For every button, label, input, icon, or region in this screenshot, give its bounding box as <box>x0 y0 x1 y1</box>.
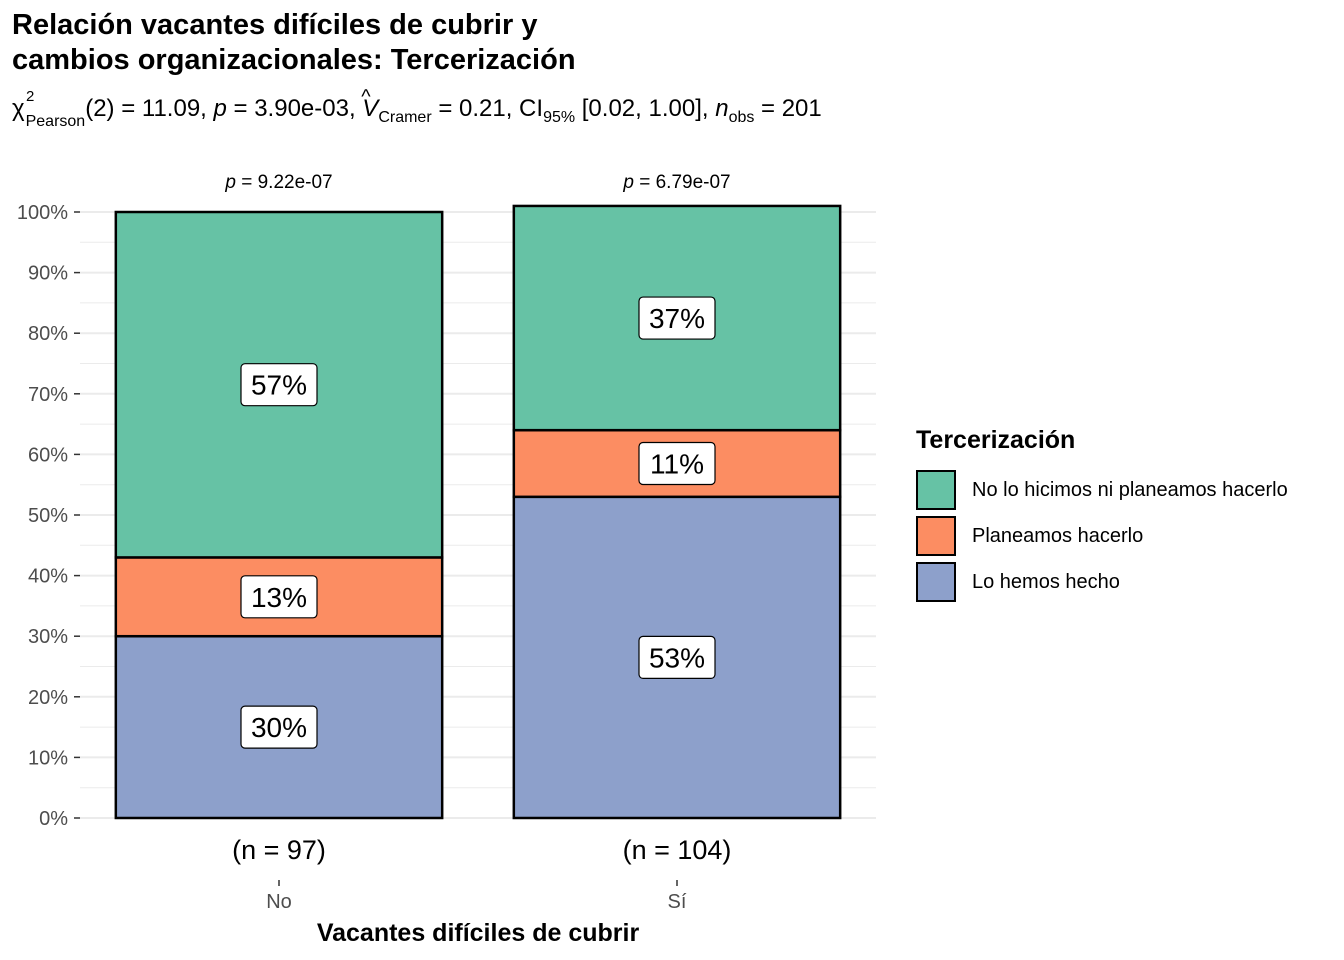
legend-swatch-none <box>916 470 956 510</box>
df-text: (2) = 11.09, <box>85 95 214 122</box>
chart-legend: Tercerización No lo hicimos ni planeamos… <box>916 425 1288 605</box>
chi-squared-symbol: χ 2 Pearson <box>12 88 86 130</box>
n-symbol: n <box>715 95 729 122</box>
data-label-box <box>240 705 318 749</box>
data-label: 30% <box>251 712 307 743</box>
p-value-label: p = 9.22e-07 <box>224 172 332 193</box>
chart-subtitle-stats: χ 2 Pearson(2) = 11.09, p = 3.90e-03, ^ VCr… <box>12 86 822 137</box>
data-label: 53% <box>649 642 705 673</box>
n-text: = 201 <box>754 95 822 122</box>
x-tick-label: No <box>266 891 292 913</box>
data-label: 37% <box>649 303 705 334</box>
y-tick-label: 70% <box>28 384 68 406</box>
y-tick-label: 50% <box>28 505 68 527</box>
y-tick-label: 0% <box>39 808 68 830</box>
data-label-box <box>638 296 716 340</box>
v-text: = 0.21, CI <box>431 95 544 122</box>
legend-swatch-planned <box>916 516 956 556</box>
legend-label-planned: Planeamos hacerlo <box>972 524 1144 547</box>
data-label-box <box>240 363 318 407</box>
y-tick-label: 100% <box>17 202 68 224</box>
legend-item-none: No lo hicimos ni planeamos hacerlo <box>916 467 1288 513</box>
legend-item-done: Lo hemos hecho <box>916 559 1288 605</box>
legend-label-none: No lo hicimos ni planeamos hacerlo <box>972 478 1288 501</box>
chart-title: Relación vacantes difíciles de cubrir y … <box>12 8 576 78</box>
p-text: = 3.90e-03, <box>226 95 363 122</box>
y-tick-label: 30% <box>28 626 68 648</box>
p-value-label: p = 6.79e-07 <box>622 172 730 193</box>
y-tick-label: 20% <box>28 687 68 709</box>
data-label-box <box>240 575 318 619</box>
v-cramer-symbol: ^ V <box>361 86 379 122</box>
v-sub: Cramer <box>378 109 432 126</box>
y-tick-label: 40% <box>28 566 68 588</box>
chart-title-line-1: Relación vacantes difíciles de cubrir y <box>12 9 538 41</box>
x-axis-title: Vacantes difíciles de cubrir <box>317 919 640 947</box>
legend-label-done: Lo hemos hecho <box>972 570 1120 593</box>
legend-swatch-done <box>916 562 956 602</box>
chart-title-line-2: cambios organizacionales: Tercerización <box>12 44 576 76</box>
y-tick-label: 90% <box>28 263 68 285</box>
count-label: (n = 104) <box>623 835 732 865</box>
data-label: 13% <box>251 582 307 613</box>
ci-text: [0.02, 1.00], <box>575 95 716 122</box>
count-label: (n = 97) <box>232 835 326 865</box>
data-label-box <box>638 441 716 486</box>
p-symbol: p <box>213 95 227 122</box>
n-sub: obs <box>728 109 755 126</box>
data-label: 57% <box>251 370 307 401</box>
y-tick-label: 60% <box>28 444 68 466</box>
data-label-box <box>638 635 716 680</box>
ci-sub: 95% <box>543 109 576 126</box>
bar-segment <box>512 428 842 499</box>
y-tick-label: 80% <box>28 323 68 345</box>
x-tick-label: Sí <box>668 891 687 913</box>
legend-title: Tercerización <box>916 426 1076 454</box>
data-label: 11% <box>650 448 704 479</box>
y-tick-label: 10% <box>28 747 68 769</box>
legend-item-planned: Planeamos hacerlo <box>916 513 1288 559</box>
